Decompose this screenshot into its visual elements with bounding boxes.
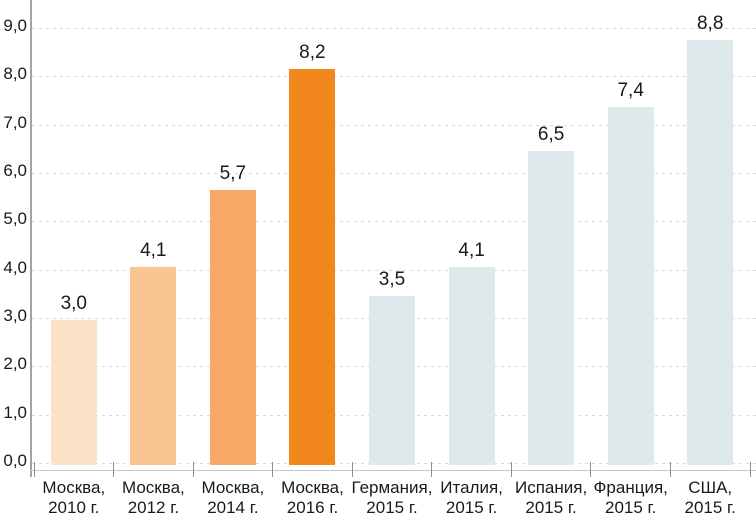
bar-normal bbox=[209, 189, 256, 465]
category-label-line1: Испания, bbox=[514, 478, 588, 497]
gridline bbox=[32, 76, 756, 78]
x-tick bbox=[33, 462, 35, 477]
category-label-line1: Франция, bbox=[593, 478, 668, 497]
y-tick-label: 0,0 bbox=[3, 451, 27, 470]
category-label-line2: 2015 г. bbox=[366, 498, 418, 515]
category-label: Италия, 2015 г. bbox=[426, 478, 518, 515]
category-label-line1: Италия, bbox=[440, 478, 503, 497]
category-label: США, 2015 г. bbox=[664, 478, 756, 515]
category-label-line2: 2015 г. bbox=[604, 498, 657, 515]
bar-value-label: 4,1 bbox=[140, 239, 167, 261]
y-tick-label: 2,0 bbox=[3, 354, 27, 374]
category-label: Испания, 2015 г. bbox=[505, 478, 597, 515]
y-tick-label: 9,0 bbox=[3, 16, 27, 35]
category-label-line2: 2015 г. bbox=[445, 498, 498, 515]
gridline bbox=[32, 269, 756, 271]
gridline bbox=[32, 221, 756, 223]
category-label-line1: Германия, bbox=[351, 478, 433, 497]
bar-highlighted bbox=[289, 68, 336, 465]
bar-normal bbox=[50, 320, 97, 465]
bar-value-label: 3,0 bbox=[60, 293, 87, 314]
gridline bbox=[32, 124, 756, 126]
bar-value-label: 4,1 bbox=[458, 239, 485, 261]
category-label: Германия, 2015 г. bbox=[346, 478, 438, 515]
gridline bbox=[32, 173, 756, 174]
category-label-line2: 2015 г. bbox=[684, 498, 736, 515]
category-label-line2: 2010 г. bbox=[48, 498, 100, 515]
category-label-line2: 2015 г. bbox=[525, 498, 577, 515]
y-axis-line bbox=[30, 0, 32, 477]
bar-value-label: 7,4 bbox=[617, 80, 644, 102]
y-tick-label: 1,0 bbox=[3, 402, 27, 422]
category-label: Москва, 2014 г. bbox=[187, 478, 279, 515]
y-tick-label: 3,0 bbox=[3, 306, 27, 325]
x-tick bbox=[272, 462, 274, 477]
bar-normal bbox=[687, 39, 734, 465]
bar-normal bbox=[528, 150, 575, 465]
bar-value-label: 5,7 bbox=[219, 162, 247, 184]
y-tick-label: 7,0 bbox=[3, 112, 27, 132]
category-label-line1: Москва, bbox=[201, 478, 265, 497]
bar-value-label: 3,5 bbox=[378, 268, 406, 290]
bar-normal bbox=[130, 266, 177, 465]
category-label-line1: Москва, bbox=[42, 478, 106, 497]
y-tick-label: 8,0 bbox=[3, 64, 27, 84]
category-label-line2: 2014 г. bbox=[207, 498, 259, 515]
x-tick bbox=[351, 462, 353, 477]
bar-value-label: 6,5 bbox=[537, 123, 565, 145]
y-tick-label: 5,0 bbox=[3, 209, 27, 229]
category-label: Москва, 2012 г. bbox=[108, 478, 200, 515]
category-label-line1: США, bbox=[688, 478, 733, 497]
category-label-line2: 2016 г. bbox=[286, 498, 339, 515]
x-tick bbox=[590, 462, 592, 477]
x-tick bbox=[431, 462, 433, 477]
bar-normal bbox=[448, 266, 495, 465]
bar-normal bbox=[369, 295, 415, 465]
category-label: Москва, 2016 г. bbox=[267, 478, 359, 515]
y-tick-label: 6,0 bbox=[3, 161, 27, 180]
bar-value-label: 8,2 bbox=[299, 41, 326, 63]
x-tick bbox=[669, 462, 671, 477]
category-label-line2: 2012 г. bbox=[127, 498, 180, 515]
x-axis-line bbox=[30, 470, 756, 471]
bar-normal bbox=[607, 107, 654, 465]
y-tick-label: 4,0 bbox=[3, 257, 27, 277]
category-label: Москва, 2010 г. bbox=[28, 478, 120, 515]
x-tick bbox=[510, 462, 512, 477]
x-tick bbox=[192, 462, 194, 477]
x-tick bbox=[749, 462, 751, 477]
bar-value-label: 8,8 bbox=[696, 12, 724, 34]
category-label: Франция, 2015 г. bbox=[585, 478, 677, 515]
x-tick bbox=[113, 462, 115, 477]
category-label-line1: Москва, bbox=[122, 478, 185, 497]
gridline bbox=[32, 28, 756, 29]
category-label-line1: Москва, bbox=[281, 478, 344, 497]
